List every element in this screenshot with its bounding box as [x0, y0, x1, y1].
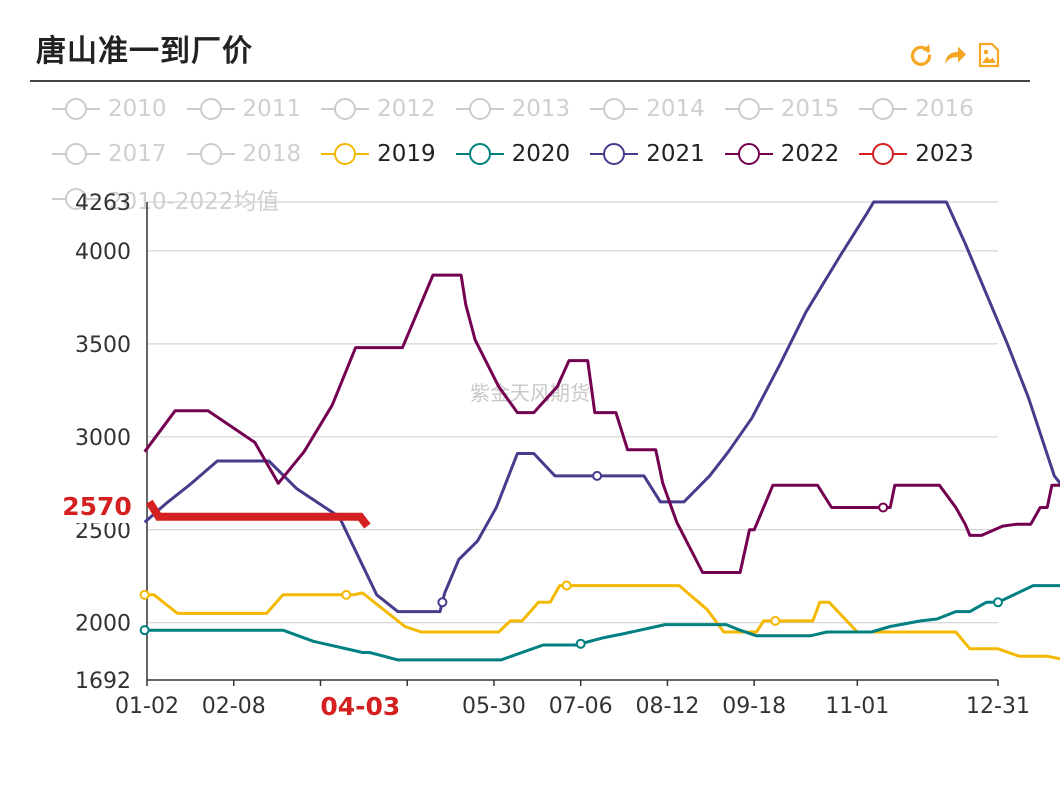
series-2023	[145, 499, 371, 529]
save-image-icon[interactable]	[976, 42, 1002, 68]
x-tick-label: 01-02	[115, 694, 179, 719]
y-tick-label: 1692	[75, 669, 131, 694]
chart-toolbar	[908, 42, 1002, 68]
legend-label: 2022	[780, 140, 840, 167]
legend-line-circle-icon	[52, 97, 100, 120]
legend-line-circle-icon	[52, 142, 100, 165]
chart-title: 唐山准一到厂价	[36, 34, 253, 69]
legend-label: 2012	[377, 95, 436, 122]
legend-item-2015[interactable]: 2015	[723, 95, 840, 122]
x-tick-label: 11-01	[825, 694, 889, 719]
legend-item-2020[interactable]: 2020	[454, 140, 571, 167]
legend-row: 2017 2018 2019 2020 2021 2022 2023	[50, 131, 1030, 176]
share-icon[interactable]	[942, 42, 968, 68]
x-pointer-label: 04-03	[320, 692, 400, 721]
legend-item-2011[interactable]: 2011	[185, 95, 302, 122]
series-2021	[143, 200, 1060, 614]
x-tick-label: 02-08	[202, 694, 266, 719]
legend-label: 2013	[511, 95, 571, 122]
legend-line-circle-icon	[321, 97, 370, 120]
legend-item-2019[interactable]: 2019	[319, 141, 436, 167]
legend-item-2017[interactable]: 2017	[50, 141, 167, 167]
legend-line-circle-icon	[455, 97, 504, 120]
data-point[interactable]	[437, 597, 448, 608]
data-point[interactable]	[561, 580, 572, 591]
y-pointer-label-bg	[56, 489, 136, 523]
series-2019	[139, 580, 1060, 661]
legend-label: 2015	[780, 95, 840, 122]
legend-label: 2016	[915, 95, 974, 122]
y-tick-label: 4000	[75, 240, 131, 265]
series-2022	[143, 273, 1060, 574]
y-tick-label: 3500	[75, 333, 131, 358]
x-tick-label: 07-06	[549, 694, 613, 719]
y-pointer-label: 2570	[62, 492, 132, 521]
y-tick-label: 4263	[75, 191, 131, 216]
data-point[interactable]	[592, 470, 603, 481]
legend-item-2014[interactable]: 2014	[588, 96, 705, 122]
title-divider	[30, 80, 1030, 82]
legend-label: 2020	[511, 140, 571, 167]
y-tick-label: 2000	[75, 612, 131, 637]
legend-item-2021[interactable]: 2021	[588, 141, 705, 167]
series-2020	[139, 584, 1060, 662]
legend-line-circle-icon	[724, 142, 773, 165]
legend-label: 2019	[377, 140, 436, 167]
legend-line-circle-icon	[186, 97, 235, 120]
series-line-2023	[145, 499, 371, 529]
legend-label: 2010	[108, 95, 167, 122]
legend-item-2016[interactable]: 2016	[857, 96, 974, 122]
x-tick-label: 08-12	[635, 694, 699, 719]
legend-line-circle-icon	[52, 187, 100, 210]
legend-line-circle-icon	[859, 142, 908, 165]
refresh-icon[interactable]	[908, 42, 934, 68]
data-point[interactable]	[139, 589, 150, 600]
legend-line-circle-icon	[724, 97, 773, 120]
series-line-2022	[143, 273, 1060, 574]
legend-label: 2014	[646, 95, 705, 122]
legend-item-2010[interactable]: 2010	[50, 96, 167, 122]
data-point[interactable]	[575, 638, 586, 649]
legend-item-2018[interactable]: 2018	[185, 140, 302, 167]
legend-label: 2018	[242, 140, 302, 167]
legend-item-2022[interactable]: 2022	[723, 140, 840, 167]
legend-row: 2010 2011 2012 2013 2014 2015 2016	[50, 86, 1030, 131]
legend: 2010 2011 2012 2013 2014 2015 2016 2017 2018 2019…	[50, 86, 1030, 221]
x-tick-label: 12-31	[966, 694, 1030, 719]
x-pointer-label-bg	[316, 688, 405, 724]
data-point[interactable]	[878, 502, 889, 513]
legend-line-circle-icon	[590, 97, 639, 120]
legend-line-circle-icon	[590, 142, 639, 165]
legend-item-2013[interactable]: 2013	[454, 95, 571, 122]
legend-line-circle-icon	[186, 142, 235, 165]
legend-line-circle-icon	[455, 142, 504, 165]
legend-item-2023[interactable]: 2023	[857, 141, 974, 167]
series-line-2021	[143, 200, 1060, 614]
legend-label: 2011	[242, 95, 302, 122]
data-point[interactable]	[770, 615, 781, 626]
data-point[interactable]	[139, 625, 150, 636]
x-tick-label: 09-18	[722, 694, 786, 719]
legend-label: 2017	[108, 140, 167, 167]
legend-label: 2021	[646, 140, 705, 167]
data-point[interactable]	[993, 597, 1003, 608]
legend-line-circle-icon	[859, 97, 908, 120]
watermark: 紫金天风期货	[470, 381, 590, 405]
y-tick-label: 3000	[75, 426, 131, 451]
legend-label: 2023	[915, 140, 974, 167]
data-point[interactable]	[341, 589, 352, 600]
legend-item-2012[interactable]: 2012	[319, 96, 436, 122]
series-line-2019	[144, 584, 1060, 661]
legend-line-circle-icon	[321, 142, 370, 165]
series-line-2020	[144, 584, 1060, 662]
x-tick-label: 05-30	[462, 694, 526, 719]
